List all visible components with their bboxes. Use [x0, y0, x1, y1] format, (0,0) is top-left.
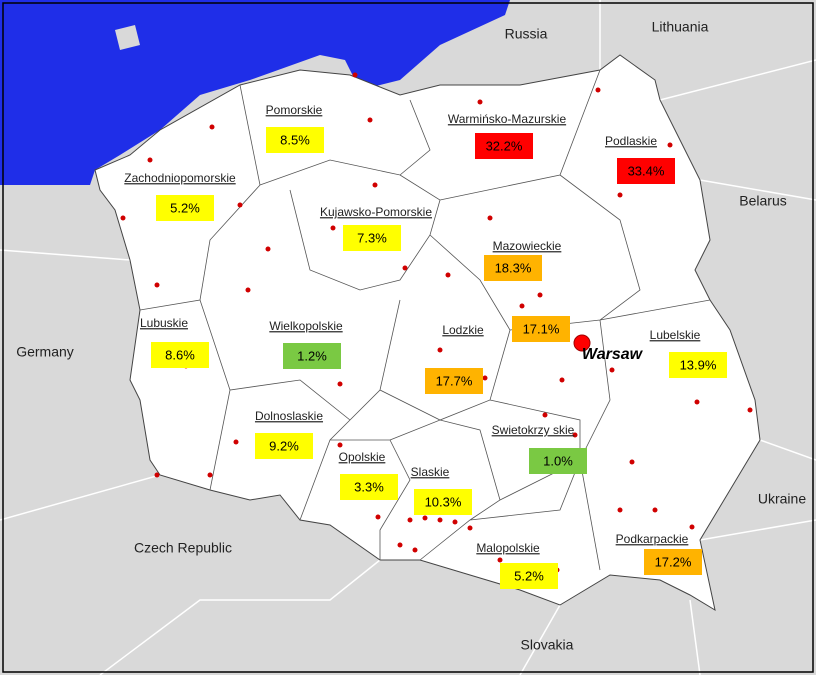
value-label: 7.3%: [357, 230, 387, 245]
region-label: Lubelskie: [650, 328, 701, 342]
value-label: 8.5%: [280, 132, 310, 147]
region-label: Kujawsko-Pomorskie: [320, 205, 432, 219]
value-label: 32.2%: [486, 138, 523, 153]
value-box: [484, 255, 542, 281]
value-box: [266, 127, 324, 153]
value-box: [283, 343, 341, 369]
value-box: [669, 352, 727, 378]
value-label: 17.7%: [436, 373, 473, 388]
value-label: 5.2%: [514, 568, 544, 583]
value-label: 13.9%: [680, 357, 717, 372]
value-label: 10.3%: [425, 494, 462, 509]
value-box: [425, 368, 483, 394]
region-label: Dolnoslaskie: [255, 409, 323, 423]
value-box: [644, 549, 702, 575]
value-label: 9.2%: [269, 438, 299, 453]
region-label: Opolskie: [339, 450, 386, 464]
country-label: Czech Republic: [134, 540, 232, 556]
country-label: Russia: [505, 26, 548, 42]
region-label: Zachodniopomorskie: [124, 171, 236, 185]
value-box: [255, 433, 313, 459]
value-box: [151, 342, 209, 368]
value-label: 33.4%: [628, 163, 665, 178]
capital-label: Warsaw: [582, 346, 644, 363]
capital-marker: [573, 334, 591, 352]
value-label: 17.2%: [655, 554, 692, 569]
value-box: [500, 563, 558, 589]
value-label: 3.3%: [354, 479, 384, 494]
country-label: Germany: [16, 344, 74, 360]
value-box: [529, 448, 587, 474]
value-label: 1.2%: [297, 348, 327, 363]
region-label: Wielkopolskie: [269, 319, 343, 333]
region-label: Slaskie: [411, 465, 450, 479]
region-label: Swietokrzy skie: [492, 423, 575, 437]
island: [115, 25, 140, 50]
value-box: [475, 133, 533, 159]
value-box: [512, 316, 570, 342]
country-label: Belarus: [739, 193, 786, 209]
value-box: [414, 489, 472, 515]
value-label: 8.6%: [165, 347, 195, 362]
value-label: 17.1%: [523, 321, 560, 336]
region-label: Warmińsko-Mazurskie: [448, 112, 567, 126]
value-label: 5.2%: [170, 200, 200, 215]
region-label: Lodzkie: [442, 323, 484, 337]
value-box: [617, 158, 675, 184]
value-box: [156, 195, 214, 221]
country-label: Slovakia: [521, 637, 574, 653]
value-box: [343, 225, 401, 251]
region-label: Mazowieckie: [493, 239, 562, 253]
country-label: Lithuania: [652, 19, 709, 35]
value-box: [340, 474, 398, 500]
region-label: Malopolskie: [476, 541, 540, 555]
region-label: Lubuskie: [140, 316, 188, 330]
value-label: 18.3%: [495, 260, 532, 275]
region-label: Pomorskie: [266, 103, 323, 117]
poland: [94, 54, 761, 612]
region-label: Podlaskie: [605, 134, 657, 148]
value-label: 1.0%: [543, 453, 573, 468]
country-label: Ukraine: [758, 491, 806, 507]
region-label: Podkarpackie: [616, 532, 689, 546]
